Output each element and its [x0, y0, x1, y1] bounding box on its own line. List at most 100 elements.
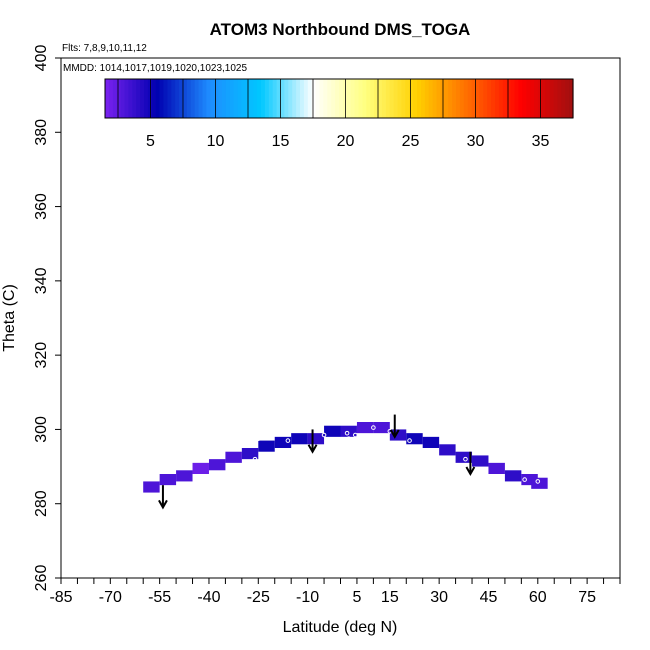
heatmap-cell	[455, 451, 473, 463]
colorbar-swatch	[475, 79, 480, 118]
colorbar-swatch	[167, 79, 172, 118]
y-tick-label: 400	[33, 45, 50, 72]
y-tick-label: 300	[33, 416, 50, 443]
colorbar-swatch	[237, 79, 243, 118]
colorbar-swatch	[105, 79, 110, 118]
colorbar-swatch	[120, 79, 126, 118]
colorbar-tick-label: 35	[532, 133, 550, 150]
colorbar-swatch	[206, 79, 211, 118]
colorbar-swatch	[124, 79, 129, 118]
x-tick-label: -55	[148, 589, 171, 606]
colorbar-swatch	[194, 79, 200, 118]
colorbar-swatch	[479, 79, 484, 118]
colorbar-swatch	[132, 79, 137, 118]
y-tick-label: 340	[33, 267, 50, 294]
heatmap-cell	[521, 474, 538, 486]
colorbar-swatch	[264, 79, 270, 118]
colorbar-swatch	[276, 79, 282, 118]
colorbar-swatch	[229, 79, 235, 118]
y-tick-label: 320	[33, 342, 50, 369]
colorbar-swatch	[565, 79, 570, 118]
colorbar-swatch	[222, 79, 227, 118]
colorbar-swatch	[358, 79, 363, 118]
x-tick-label: -25	[247, 589, 270, 606]
colorbar-swatch	[467, 79, 473, 118]
colorbar-swatch	[471, 79, 477, 118]
heatmap-cell	[373, 422, 390, 434]
x-tick-label: 15	[381, 589, 399, 606]
colorbar-swatch	[315, 79, 321, 118]
colorbar-swatch	[183, 79, 188, 118]
colorbar-swatch	[296, 79, 301, 118]
colorbar-swatch	[116, 79, 122, 118]
x-tick-label: -40	[197, 589, 220, 606]
colorbar-swatch	[284, 79, 289, 118]
arrow-head	[158, 499, 168, 510]
heatmap-cell	[406, 433, 423, 445]
colorbar-swatch	[510, 79, 516, 118]
arrow-head	[307, 444, 318, 454]
x-tick-label: -10	[296, 589, 319, 606]
heatmap-cell	[143, 481, 160, 493]
sample-marker	[522, 477, 527, 482]
colorbar-swatch	[530, 79, 535, 118]
sample-marker	[352, 432, 358, 438]
heatmap-cell	[192, 462, 209, 474]
colorbar-frame	[104, 78, 574, 119]
colorbar-swatch	[502, 79, 508, 118]
colorbar-swatch	[214, 79, 219, 118]
colorbar-swatch	[487, 79, 492, 118]
colorbar-swatch	[346, 79, 352, 118]
colorbar-swatch	[545, 79, 551, 118]
colorbar-swatch	[518, 79, 523, 118]
colorbar-swatch	[385, 79, 391, 118]
colorbar-swatch	[374, 79, 379, 118]
arrow-head	[389, 429, 400, 439]
colorbar-swatch	[253, 79, 258, 118]
colorbar-tick-label: 30	[467, 133, 485, 150]
colorbar-swatch	[339, 79, 344, 118]
y-axis: 260 280 300 320 340 360 380 400	[33, 45, 61, 591]
colorbar-swatch	[233, 79, 239, 118]
colorbar-swatch	[498, 79, 504, 118]
colorbar-swatch	[225, 79, 231, 118]
heatmap-cell	[422, 436, 440, 448]
colorbar-swatch	[506, 79, 512, 118]
colorbar-tick-label: 25	[402, 133, 420, 150]
colorbar-swatch	[549, 79, 555, 118]
colorbar-swatch	[362, 79, 367, 118]
colorbar-swatch	[514, 79, 519, 118]
heatmap-cell	[208, 459, 226, 471]
heatmap-cell	[291, 433, 308, 445]
heatmap-cell	[356, 422, 374, 434]
colorbar-swatch	[417, 79, 422, 118]
x-axis: -85 -70 -55 -40 -25 -10 5 15 30 45 60 75	[49, 578, 621, 606]
colorbar-swatch	[459, 79, 465, 118]
colorbar-swatch	[522, 79, 527, 118]
colorbar-swatch	[261, 79, 266, 118]
flights-note: Flts: 7,8,9,10,11,12	[62, 43, 147, 54]
colorbar-swatch	[495, 79, 500, 118]
colorbar-tick-label: 5	[146, 133, 155, 150]
sample-marker	[463, 456, 468, 462]
colorbar-swatch	[257, 79, 262, 118]
colorbar-swatch	[155, 79, 161, 118]
heatmap-cell	[472, 455, 489, 467]
heatmap-cell	[531, 477, 548, 489]
colorbar-swatch	[366, 79, 371, 118]
colorbar-swatch	[249, 79, 254, 118]
colorbar-swatch	[190, 79, 196, 118]
sample-marker	[371, 425, 376, 430]
y-tick-label: 380	[33, 119, 50, 146]
colorbar-swatch	[436, 79, 441, 118]
colorbar-swatch	[175, 79, 180, 118]
x-axis-label: Latitude (deg N)	[283, 619, 398, 636]
arrow-head	[465, 466, 476, 477]
colorbar-swatch	[370, 79, 375, 118]
colorbar-swatch	[136, 79, 141, 118]
colorbar-swatch	[311, 79, 317, 118]
colorbar-swatch	[424, 79, 430, 118]
colorbar-swatch	[179, 79, 184, 118]
colorbar-swatch	[292, 79, 297, 118]
colorbar-swatch	[112, 79, 118, 118]
